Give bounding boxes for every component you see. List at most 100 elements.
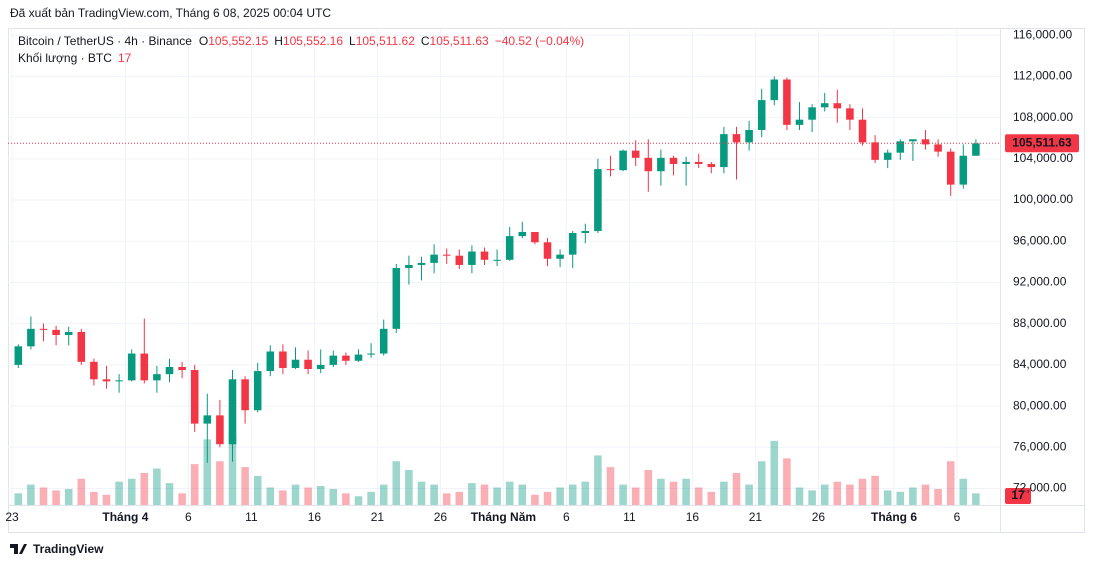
candle-body xyxy=(455,255,464,265)
chart-frame xyxy=(8,28,1085,533)
volume-bar xyxy=(39,487,48,505)
volume-bar xyxy=(720,481,728,505)
candle-body xyxy=(644,157,653,172)
volume-bar xyxy=(745,484,753,505)
volume-bar xyxy=(153,468,161,505)
volume-bar xyxy=(757,461,766,505)
candle-body xyxy=(543,242,552,259)
x-tick-label: Tháng 6 xyxy=(871,510,917,524)
candle-body xyxy=(90,361,98,380)
x-tick-label: 21 xyxy=(749,510,763,524)
candle-body xyxy=(757,100,766,130)
candle-body xyxy=(253,371,262,411)
volume-bar xyxy=(883,490,892,505)
logo-text: TradingView xyxy=(33,542,104,556)
y-tick-label: 84,000.00 xyxy=(1013,357,1067,371)
y-tick-label: 108,000.00 xyxy=(1013,110,1073,124)
ohlc-value: 105,511.63 xyxy=(430,34,489,48)
volume-bar xyxy=(694,487,703,505)
volume-bar xyxy=(291,484,300,505)
candle-body xyxy=(216,415,224,445)
candle-body xyxy=(405,264,413,269)
volume-bar xyxy=(518,484,527,505)
candle-body xyxy=(606,169,615,171)
candle-body xyxy=(531,231,539,243)
volume-bar xyxy=(442,493,451,505)
volume-bar xyxy=(896,491,905,505)
volume-bar xyxy=(342,493,350,505)
volume-bar xyxy=(946,461,955,505)
candle-body xyxy=(354,354,363,361)
volume-bar xyxy=(279,490,287,505)
volume-bar xyxy=(165,483,174,505)
candle-body xyxy=(14,346,23,365)
candle-body xyxy=(64,331,73,336)
ohlc-key: O xyxy=(199,34,208,48)
volume-bar xyxy=(543,491,552,505)
candle-body xyxy=(228,379,237,445)
candle-body xyxy=(732,134,741,143)
candle-body xyxy=(127,353,136,381)
x-tick-label: 16 xyxy=(308,510,322,524)
x-tick-label: Tháng Năm xyxy=(471,510,536,524)
x-tick-label: 11 xyxy=(245,510,258,524)
candle-body xyxy=(266,351,275,372)
volume-bar xyxy=(379,484,388,505)
candle-body xyxy=(594,169,602,231)
volume-bar xyxy=(631,487,640,505)
candle-body xyxy=(833,103,842,109)
candle-body xyxy=(178,366,186,371)
logo-mark xyxy=(10,544,27,554)
candle-body xyxy=(694,161,703,164)
candle-body xyxy=(556,254,564,259)
volume-bar xyxy=(27,484,35,505)
x-tick-label: 26 xyxy=(434,510,448,524)
x-tick-label: 11 xyxy=(623,510,636,524)
candle-body xyxy=(165,366,174,375)
volume-bar xyxy=(102,494,111,505)
volume-bar xyxy=(783,458,791,505)
volume-bar xyxy=(871,475,879,505)
candle-body xyxy=(631,150,640,158)
volume-bar xyxy=(820,484,829,505)
volume-bar xyxy=(568,484,577,505)
candle-body xyxy=(480,251,489,260)
candle-body xyxy=(720,134,728,168)
volume-bar xyxy=(115,481,123,505)
volume-last: 17 xyxy=(118,51,132,65)
y-tick-label: 76,000.00 xyxy=(1013,439,1067,453)
ohlc-value: 105,552.16 xyxy=(283,34,343,48)
candle-body xyxy=(102,379,111,382)
ohlc-key: L xyxy=(349,34,356,48)
volume-bar xyxy=(581,481,590,505)
x-tick-label: 21 xyxy=(371,510,385,524)
volume-bar xyxy=(367,491,375,505)
volume-bar xyxy=(619,484,627,505)
y-tick-label: 104,000.00 xyxy=(1013,151,1073,165)
volume-bar xyxy=(455,491,464,505)
candle-body xyxy=(430,254,438,263)
volume-bar xyxy=(493,487,501,505)
candle-body xyxy=(417,262,426,265)
candle-body xyxy=(442,254,451,256)
volume-bar xyxy=(657,478,665,505)
candle-body xyxy=(77,331,86,362)
volume-bar xyxy=(921,484,930,505)
volume-bar xyxy=(858,478,867,505)
y-tick-label: 72,000.00 xyxy=(1013,481,1067,495)
candle-body xyxy=(883,152,892,160)
volume-bar xyxy=(140,472,149,505)
volume-bar xyxy=(833,481,842,505)
volume-bar xyxy=(417,481,426,505)
volume-bar xyxy=(392,461,401,505)
candle-body xyxy=(329,355,338,365)
candle-body xyxy=(493,259,501,261)
volume-bar xyxy=(846,484,854,505)
volume-bar xyxy=(329,488,338,505)
y-tick-label: 116,000.00 xyxy=(1013,27,1072,41)
candle-body xyxy=(241,379,249,411)
candle-body xyxy=(934,144,942,152)
volume-bar xyxy=(178,493,186,505)
volume-bar xyxy=(190,464,199,505)
